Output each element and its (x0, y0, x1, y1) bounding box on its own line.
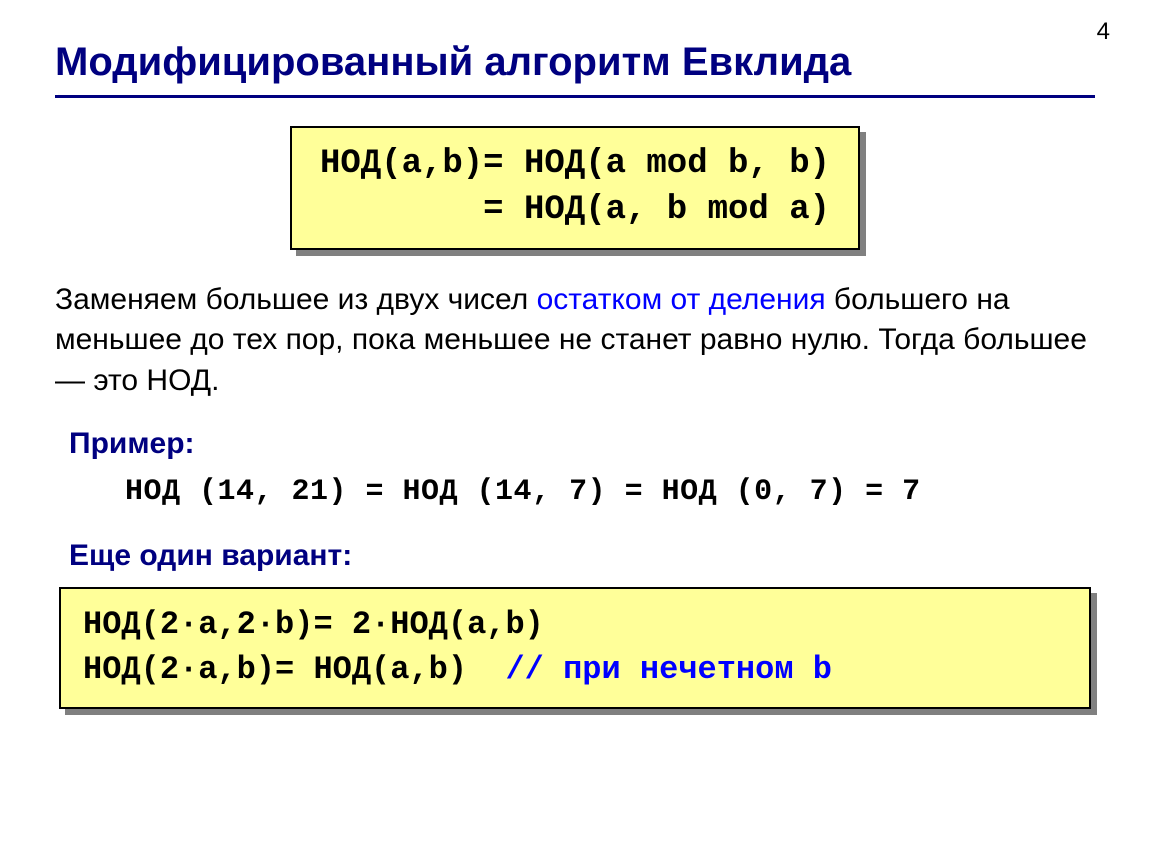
page-number: 4 (1097, 18, 1110, 46)
formula1-line1: НОД(a,b)= НОД(a mod b, b) (320, 145, 830, 183)
example-label: Пример: (69, 427, 1095, 461)
variant-label: Еще один вариант: (69, 539, 1095, 573)
formula-box-2: НОД(2·a,2·b)= 2·НОД(a,b) НОД(2·a,b)= НОД… (59, 587, 1091, 709)
formula2-line1: НОД(2·a,2·b)= 2·НОД(a,b) (83, 606, 544, 643)
formula1-line2: = НОД(a, b mod a) (320, 191, 830, 229)
formula2-comment: // при нечетном b (505, 651, 831, 688)
slide-title: Модифицированный алгоритм Евклида (55, 40, 1095, 98)
description-text: Заменяем большее из двух чисел остатком … (55, 280, 1095, 402)
slide-content: Модифицированный алгоритм Евклида НОД(a,… (0, 0, 1150, 709)
example-line: НОД (14, 21) = НОД (14, 7) = НОД (0, 7) … (125, 475, 1095, 509)
desc-highlight: остатком от деления (537, 283, 826, 316)
formula2-line2a: НОД(2·a,b)= НОД(a,b) (83, 651, 505, 688)
desc-part1: Заменяем большее из двух чисел (55, 283, 537, 316)
formula-box-1: НОД(a,b)= НОД(a mod b, b) = НОД(a, b mod… (290, 126, 860, 250)
formula-box-2-wrap: НОД(2·a,2·b)= 2·НОД(a,b) НОД(2·a,b)= НОД… (59, 587, 1091, 709)
formula-box-1-wrap: НОД(a,b)= НОД(a mod b, b) = НОД(a, b mod… (55, 126, 1095, 250)
